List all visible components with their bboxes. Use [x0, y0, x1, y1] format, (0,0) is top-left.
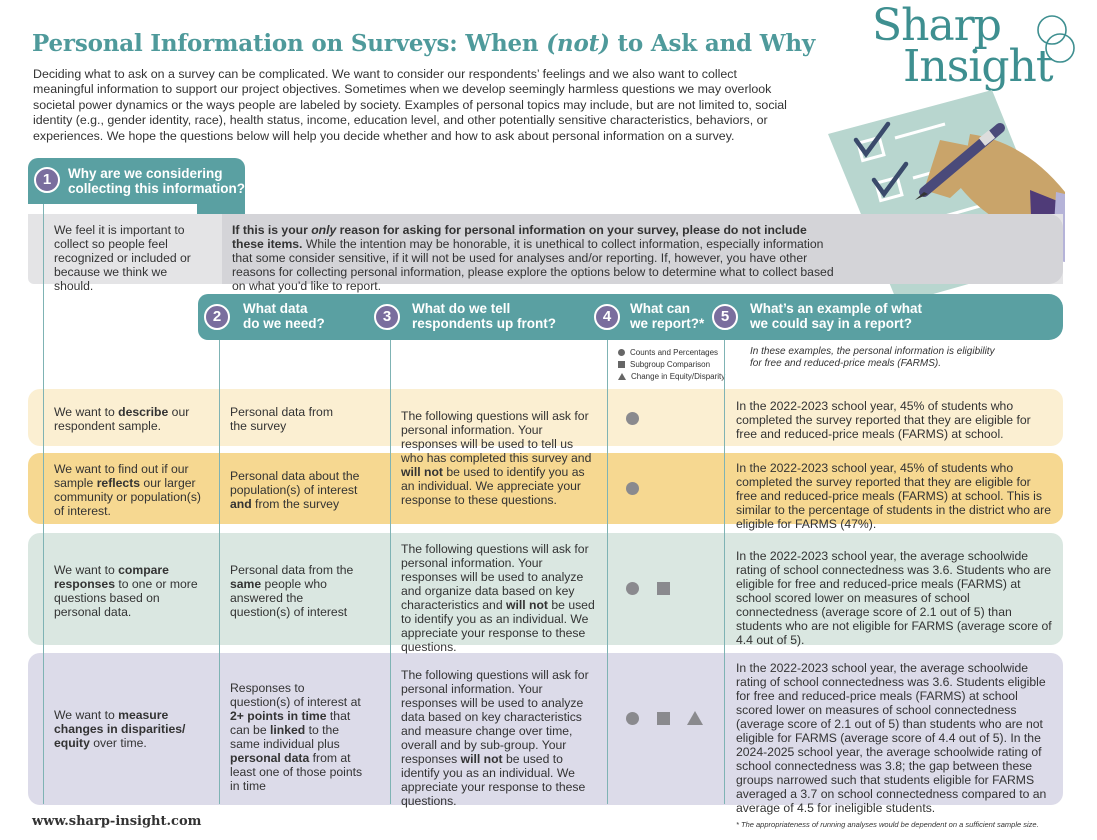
legend-counts: Counts and Percentages: [618, 347, 725, 359]
row-measure: [28, 653, 1063, 805]
reflect-why: We want to find out if our sample reflec…: [54, 462, 201, 518]
change-marker: [687, 711, 703, 725]
legend-change: Change in Equity/Disparity: [618, 371, 725, 383]
subgroup-marker: [657, 582, 670, 595]
compare-tell: The following questions will ask for per…: [401, 542, 595, 654]
step-3-label: What do we tell respondents up front?: [412, 301, 556, 331]
counts-marker: [626, 582, 639, 595]
step-5-number: 5: [712, 304, 738, 330]
logo-insight: Insight: [903, 41, 1054, 92]
describe-example: In the 2022-2023 school year, 45% of stu…: [736, 399, 1031, 441]
column-line-5: [724, 340, 725, 804]
intro-paragraph: Deciding what to ask on a survey can be …: [33, 67, 787, 143]
steps-2-5-bar: [198, 294, 1063, 340]
step-1-label: Why are we considering collecting this in…: [68, 166, 246, 196]
reflect-example: In the 2022-2023 school year, 45% of stu…: [736, 461, 1052, 531]
compare-why: We want to compare responses to one or m…: [54, 563, 198, 619]
logo-sharp: Sharp: [872, 0, 1002, 51]
step-2-label: What data do we need?: [243, 301, 325, 331]
tell-describe-reflect: The following questions will ask for per…: [401, 409, 592, 507]
logo-rings-icon: [1037, 15, 1075, 63]
column-line-1: [43, 204, 44, 804]
measure-why: We want to measure changes in disparitie…: [54, 708, 186, 750]
column-line-3: [390, 340, 391, 804]
step-1-bar: [28, 158, 245, 204]
counts-marker: [626, 712, 639, 725]
example-note: In these examples, the personal informat…: [750, 346, 995, 369]
website-url: www.sharp-insight.com: [32, 814, 202, 829]
page-title: Personal Information on Surveys: When (n…: [32, 30, 816, 57]
measure-data: Responses to question(s) of interest at …: [230, 681, 363, 793]
row-describe: [28, 389, 1063, 446]
compare-example: In the 2022-2023 school year, the averag…: [736, 549, 1052, 647]
step-1-number: 1: [34, 167, 60, 193]
step-5-label: What’s an example of what we could say in…: [750, 301, 923, 331]
step-2-number: 2: [204, 304, 230, 330]
step-4-number: 4: [594, 304, 620, 330]
counts-marker: [626, 412, 639, 425]
column-line-4: [607, 340, 608, 804]
footnote: * The appropriateness of running analyse…: [736, 820, 1039, 829]
counts-marker: [626, 482, 639, 495]
row-compare: [28, 533, 1063, 645]
step-3-number: 3: [374, 304, 400, 330]
step-1-bar-tail: [197, 200, 245, 214]
describe-why: We want to describe our respondent sampl…: [54, 405, 190, 433]
report-legend: Counts and Percentages Subgroup Comparis…: [618, 347, 725, 383]
row-reflect: [28, 453, 1063, 524]
subgroup-marker: [657, 712, 670, 725]
reason-text: We feel it is important to collect so pe…: [54, 223, 191, 293]
reflect-data: Personal data about the population(s) of…: [230, 469, 360, 511]
compare-data: Personal data from the same people who a…: [230, 563, 354, 619]
measure-example: In the 2022-2023 school year, the averag…: [736, 661, 1047, 815]
reason-guidance: If this is your only reason for asking f…: [232, 223, 834, 293]
describe-data: Personal data from the survey: [230, 405, 333, 433]
step-4-label: What can we report?*: [630, 301, 705, 331]
legend-subgroup: Subgroup Comparison: [618, 359, 725, 371]
measure-tell: The following questions will ask for per…: [401, 668, 589, 808]
reason-callout: [222, 214, 1063, 284]
column-line-2: [219, 340, 220, 804]
